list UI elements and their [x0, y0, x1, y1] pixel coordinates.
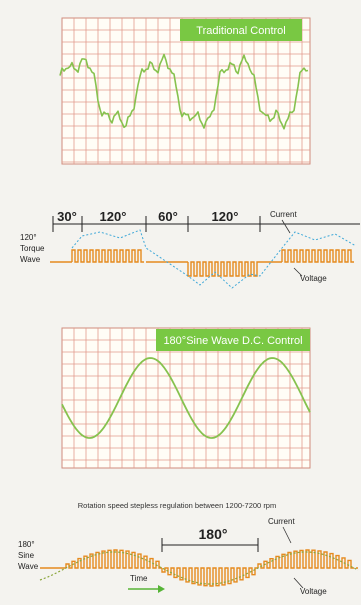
sine-waveform	[61, 357, 311, 439]
sine-pulse-train	[65, 549, 354, 587]
sine-current-label: Current	[268, 517, 295, 526]
torque-current-pointer	[281, 219, 291, 234]
sine-label-line2: Sine	[18, 551, 35, 560]
speed-caption: Rotation speed stepless regulation betwe…	[78, 501, 276, 510]
segment-label-120b: 120°	[212, 209, 239, 224]
sine-control-panel: 180°Sine Wave D.C. Control	[61, 327, 311, 469]
torque-voltage-pointer	[293, 267, 303, 277]
torque-label-line1: 120°	[20, 233, 37, 242]
torque-label-line3: Wave	[20, 255, 41, 264]
traditional-control-panel: Traditional Control	[59, 17, 311, 165]
sine-title: 180°Sine Wave D.C. Control	[163, 335, 302, 347]
sine-current-pointer	[282, 526, 292, 544]
traditional-waveform	[59, 53, 309, 130]
sine-title-badge	[156, 329, 310, 351]
traditional-title: Traditional Control	[196, 25, 285, 37]
sine-wave-diagram: 180° Sine Wave 180° Current Voltage Time	[18, 517, 359, 596]
segment-label-120a: 120°	[100, 209, 127, 224]
torque-current-dashed	[71, 229, 357, 289]
segment-label-30: 30°	[57, 209, 77, 224]
torque-pulse-train	[71, 249, 354, 277]
time-label: Time	[130, 574, 148, 583]
sine-label-line3: Wave	[18, 562, 39, 571]
sine-angle-label: 180°	[199, 526, 228, 542]
segment-label-60: 60°	[158, 209, 178, 224]
torque-wave-diagram: 120° Torque Wave 30° 120° 60° 120° Curre…	[20, 209, 360, 289]
sine-label-line1: 180°	[18, 540, 35, 549]
torque-current-label: Current	[270, 210, 297, 219]
sine-voltage-label: Voltage	[300, 587, 327, 596]
time-arrow-head	[158, 585, 165, 593]
sine-angle-marker	[161, 538, 259, 552]
torque-voltage-label: Voltage	[300, 274, 327, 283]
torque-label-line2: Torque	[20, 244, 45, 253]
sine-voltage-pointer	[293, 577, 304, 589]
sine-grid-background	[61, 327, 311, 469]
segment-markers	[52, 216, 360, 232]
traditional-grid	[62, 18, 310, 164]
traditional-title-badge	[180, 19, 302, 41]
